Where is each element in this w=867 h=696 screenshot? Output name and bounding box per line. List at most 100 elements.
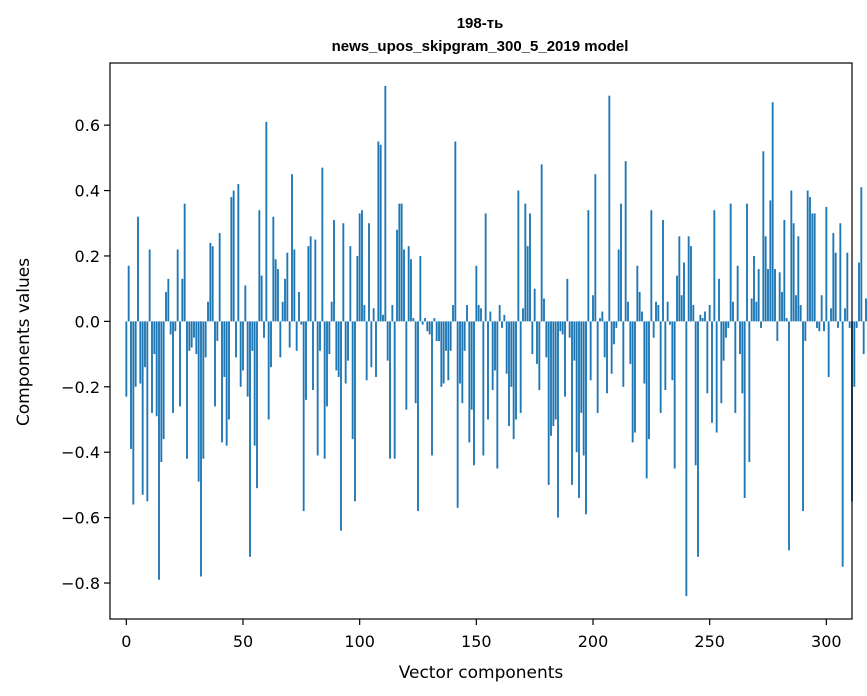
bar-308: [844, 308, 846, 322]
bar-218: [634, 321, 636, 433]
bar-260: [732, 301, 734, 322]
bar-258: [727, 321, 730, 328]
bar-301: [827, 321, 830, 377]
y-tick-label: −0.2: [61, 378, 100, 397]
bar-226: [652, 321, 655, 338]
bar-133: [435, 321, 438, 341]
bar-138: [447, 321, 450, 381]
bar-225: [650, 210, 653, 322]
bar-124: [414, 321, 417, 404]
bar-273: [762, 151, 765, 322]
bar-205: [603, 321, 606, 358]
bar-216: [629, 321, 632, 364]
bar-312: [853, 321, 856, 387]
bar-172: [526, 246, 529, 322]
bar-316: [862, 321, 865, 355]
bar-40: [218, 233, 221, 322]
bar-181: [547, 321, 550, 485]
bar-156: [489, 311, 492, 322]
bar-185: [557, 321, 559, 518]
y-axis-label: Components values: [14, 258, 34, 426]
bar-31: [197, 321, 200, 482]
bar-163: [505, 321, 508, 374]
bar-191: [571, 321, 573, 485]
bar-209: [613, 321, 615, 345]
bar-80: [312, 321, 314, 391]
bar-122: [410, 259, 412, 322]
bar-125: [417, 321, 419, 512]
bar-63: [272, 216, 275, 322]
bar-131: [431, 321, 433, 456]
bar-261: [734, 321, 737, 413]
bar-14: [158, 321, 160, 580]
bar-29: [193, 321, 195, 338]
chart-title: 198-ть: [457, 15, 504, 32]
bar-126: [419, 255, 422, 322]
bar-193: [575, 321, 578, 453]
y-tick-label: 0.6: [75, 116, 100, 135]
bar-34: [204, 321, 207, 358]
bar-119: [403, 249, 405, 322]
bar-245: [697, 321, 699, 557]
bar-231: [664, 321, 667, 391]
bar-136: [442, 321, 445, 384]
plot-frame: [109, 62, 853, 620]
bar-149: [473, 321, 475, 466]
bar-114: [391, 305, 394, 322]
bar-75: [300, 321, 303, 325]
bar-64: [274, 259, 277, 322]
bar-222: [643, 321, 646, 384]
bar-268: [750, 298, 753, 322]
bar-155: [487, 321, 489, 420]
x-axis-label: Vector components: [399, 663, 564, 683]
bar-10: [148, 249, 151, 322]
bar-41: [221, 321, 223, 443]
bar-195: [580, 321, 583, 413]
bar-215: [627, 301, 629, 322]
bar-127: [421, 321, 424, 325]
bar-154: [484, 213, 487, 322]
bar-17: [165, 291, 167, 322]
bar-305: [837, 321, 839, 328]
bar-120: [405, 321, 408, 410]
bar-88: [330, 301, 333, 322]
bar-106: [372, 308, 375, 322]
bar-284: [788, 321, 790, 551]
bar-50: [242, 321, 244, 371]
bar-173: [529, 213, 531, 322]
bar-32: [200, 321, 202, 577]
bar-137: [445, 321, 447, 351]
bar-186: [559, 321, 562, 332]
bar-152: [480, 308, 482, 322]
bar-265: [743, 321, 746, 498]
bar-179: [543, 298, 545, 322]
bar-55: [253, 321, 256, 446]
bar-71: [291, 174, 293, 322]
bar-11: [151, 321, 153, 413]
bar-35: [207, 301, 209, 322]
bar-250: [708, 305, 711, 322]
bar-204: [601, 311, 604, 322]
bar-276: [769, 200, 772, 322]
bar-168: [517, 190, 520, 322]
bar-107: [375, 321, 377, 377]
bar-183: [552, 321, 555, 427]
bar-27: [188, 321, 191, 351]
bar-93: [342, 223, 345, 322]
bar-170: [522, 308, 524, 322]
bar-90: [335, 321, 338, 371]
bar-171: [524, 203, 527, 322]
bar-244: [694, 321, 697, 466]
bar-263: [739, 321, 741, 355]
bar-211: [617, 249, 620, 322]
bar-249: [706, 321, 709, 394]
bar-87: [328, 321, 331, 355]
bar-213: [622, 321, 625, 387]
bar-148: [470, 321, 473, 410]
bar-54: [251, 321, 254, 351]
bar-234: [671, 321, 674, 381]
bar-290: [802, 321, 804, 512]
bar-74: [298, 291, 300, 322]
bar-235: [673, 321, 676, 469]
